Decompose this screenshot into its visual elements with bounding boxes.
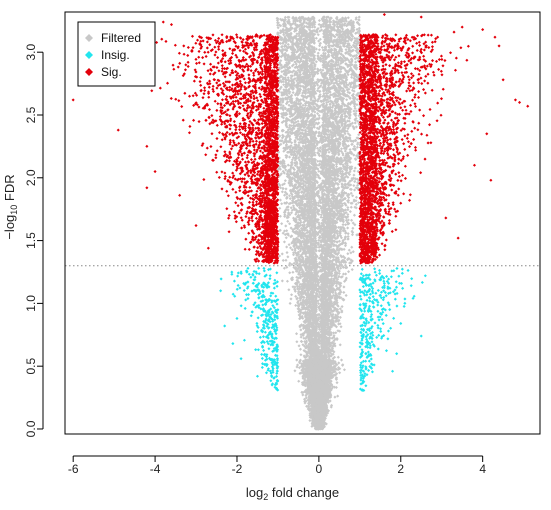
point-filtered (298, 298, 302, 302)
point-filtered (299, 353, 303, 357)
point-filtered (350, 45, 354, 49)
point-filtered (297, 225, 301, 229)
point-filtered (344, 223, 348, 227)
point-filtered (292, 253, 296, 257)
point-filtered (338, 315, 342, 319)
point-filtered (285, 61, 289, 65)
point-filtered (290, 128, 294, 132)
point-filtered (316, 134, 320, 138)
point-filtered (352, 89, 356, 93)
point-filtered (285, 205, 289, 209)
point-filtered (349, 85, 353, 89)
point-filtered (357, 26, 361, 30)
point-filtered (354, 195, 358, 199)
point-filtered (316, 83, 320, 87)
point-filtered (304, 100, 308, 104)
point-filtered (303, 218, 307, 222)
point-filtered (314, 36, 318, 40)
point-filtered (307, 110, 311, 114)
point-filtered (332, 331, 336, 335)
point-filtered (346, 102, 350, 106)
point-filtered (300, 128, 304, 132)
point-filtered (344, 48, 348, 52)
point-filtered (278, 186, 282, 190)
point-filtered (336, 267, 340, 271)
point-filtered (316, 243, 320, 247)
point-filtered (294, 294, 298, 298)
point-filtered (290, 293, 294, 297)
point-filtered (346, 226, 350, 230)
point-filtered (353, 106, 357, 110)
point-filtered (290, 93, 294, 97)
point-filtered (288, 155, 292, 159)
point-filtered (345, 129, 349, 133)
point-filtered (354, 109, 358, 113)
series-filtered (275, 15, 363, 431)
point-filtered (343, 162, 347, 166)
point-filtered (282, 88, 286, 92)
point-filtered (344, 272, 348, 276)
point-filtered (352, 184, 356, 188)
point-filtered (298, 317, 302, 321)
point-filtered (354, 186, 358, 190)
point-filtered (355, 136, 359, 140)
point-filtered (319, 215, 323, 219)
point-filtered (321, 68, 325, 72)
point-filtered (348, 96, 352, 100)
point-filtered (340, 147, 344, 151)
point-filtered (302, 336, 306, 340)
point-filtered (343, 115, 347, 119)
point-filtered (290, 208, 294, 212)
point-filtered (347, 248, 351, 252)
point-filtered (292, 216, 296, 220)
point-filtered (287, 103, 291, 107)
point-filtered (288, 194, 292, 198)
data-points (71, 13, 530, 431)
point-filtered (341, 35, 345, 39)
point-filtered (289, 76, 293, 80)
